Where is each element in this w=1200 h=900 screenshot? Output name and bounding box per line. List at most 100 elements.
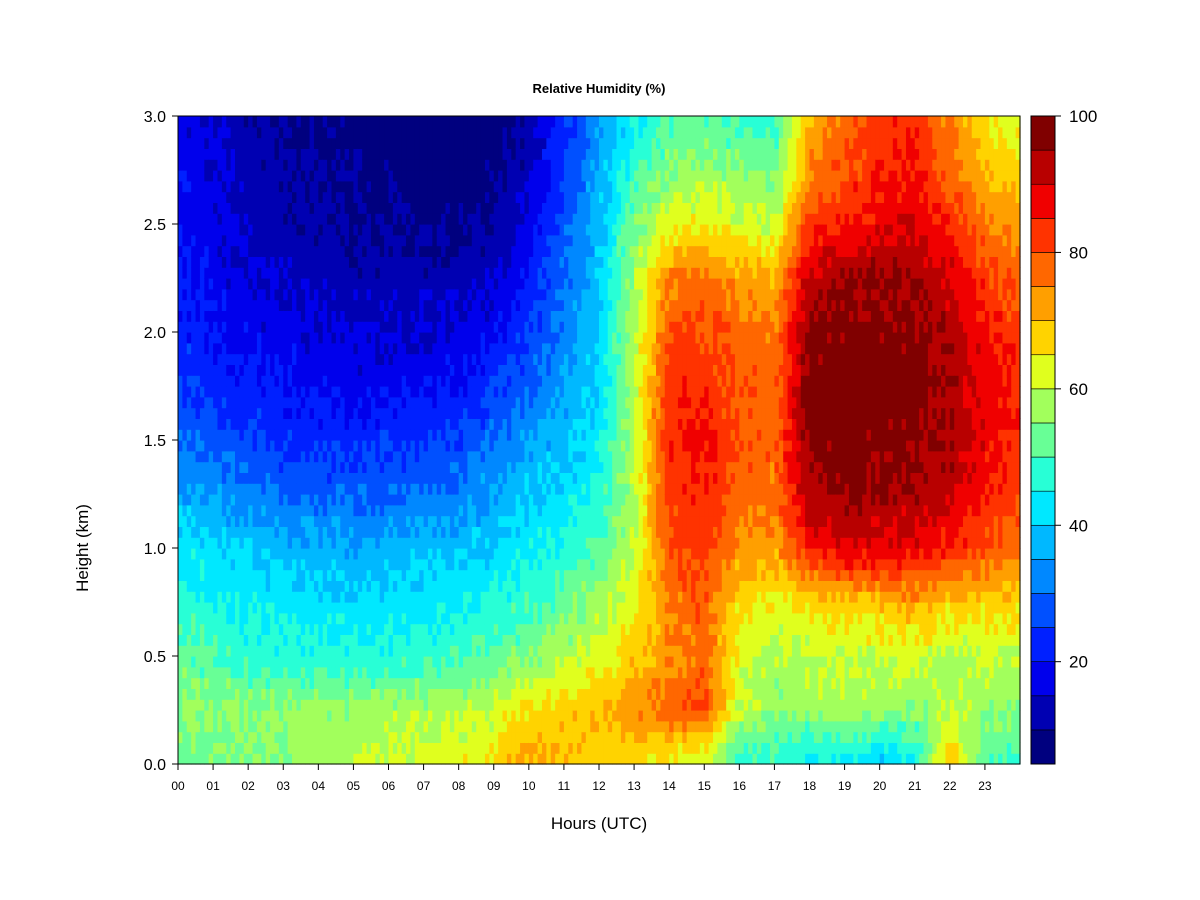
heatmap-cell (344, 396, 350, 409)
heatmap-cell (498, 353, 504, 365)
heatmap-cell (489, 526, 495, 538)
heatmap-cell (270, 288, 276, 301)
heatmap-cell (401, 504, 407, 517)
heatmap-cell (305, 116, 311, 128)
heatmap-cell (296, 591, 302, 603)
heatmap-cell (366, 342, 372, 355)
heatmap-cell (410, 623, 416, 635)
heatmap-cell (235, 234, 240, 247)
heatmap-cell (419, 591, 425, 603)
heatmap-cell (292, 666, 298, 679)
heatmap-cell (331, 580, 337, 592)
heatmap-cell (265, 310, 271, 322)
heatmap-cell (221, 418, 227, 430)
heatmap-cell (349, 191, 355, 203)
heatmap-cell (410, 548, 416, 560)
heatmap-cell (502, 494, 508, 506)
heatmap-cell (331, 245, 337, 257)
heatmap-cell (370, 375, 376, 387)
heatmap-cell (414, 504, 420, 517)
heatmap-cell (397, 267, 403, 279)
heatmap-cell (278, 450, 284, 463)
heatmap-cell (493, 126, 499, 139)
heatmap-cell (441, 504, 447, 517)
heatmap-cell (528, 612, 534, 625)
heatmap-cell (520, 666, 526, 679)
heatmap-cell (379, 710, 385, 722)
heatmap-cell (182, 699, 188, 711)
heatmap-cell (458, 126, 464, 139)
heatmap-cell (463, 332, 469, 344)
heatmap-cell (261, 450, 267, 463)
heatmap-cell (340, 645, 346, 657)
heatmap-cell (230, 688, 236, 700)
heatmap-cell (445, 699, 451, 711)
heatmap-cell (235, 504, 240, 517)
heatmap-cell (370, 634, 376, 646)
heatmap-cell (204, 170, 210, 182)
heatmap-cell (506, 537, 512, 549)
heatmap-cell (305, 623, 311, 635)
heatmap-cell (524, 126, 530, 139)
heatmap-cell (357, 710, 363, 722)
heatmap-cell (506, 731, 512, 743)
heatmap-cell (511, 148, 517, 160)
heatmap-cell (243, 742, 249, 754)
heatmap-cell (502, 591, 508, 603)
heatmap-cell (331, 753, 337, 765)
heatmap-cell (309, 666, 315, 679)
heatmap-cell (235, 137, 240, 149)
heatmap-cell (309, 245, 315, 257)
heatmap-cell (520, 267, 526, 279)
heatmap-cell (235, 634, 240, 646)
heatmap-cell (524, 753, 530, 765)
heatmap-cell (480, 213, 486, 225)
heatmap-cell (489, 386, 495, 398)
heatmap-cell (528, 688, 534, 700)
heatmap-cell (270, 278, 276, 290)
heatmap-cell (520, 180, 526, 193)
heatmap-cell (511, 245, 517, 257)
heatmap-cell (511, 202, 517, 214)
heatmap-cell (375, 429, 381, 441)
heatmap-cell (423, 634, 429, 646)
heatmap-cell (427, 591, 433, 603)
heatmap-cell (313, 504, 319, 517)
heatmap-cell (235, 170, 240, 182)
heatmap-cell (331, 483, 337, 495)
heatmap-cell (379, 429, 385, 441)
heatmap-cell (375, 450, 381, 463)
heatmap-cell (467, 364, 473, 376)
heatmap-cell (213, 116, 219, 128)
heatmap-cell (239, 450, 245, 463)
heatmap-cell (498, 710, 504, 722)
heatmap-cell (191, 170, 197, 182)
heatmap-cell (502, 699, 508, 711)
heatmap-cell (401, 558, 407, 571)
heatmap-cell (305, 569, 311, 581)
heatmap-cell (217, 645, 223, 657)
heatmap-cell (375, 645, 381, 657)
heatmap-cell (278, 526, 284, 538)
heatmap-cell (388, 656, 394, 668)
heatmap-cell (217, 677, 223, 689)
heatmap-cell (221, 720, 227, 733)
heatmap-cell (327, 202, 333, 214)
heatmap-cell (370, 720, 376, 733)
heatmap-cell (515, 656, 521, 668)
heatmap-cell (533, 677, 539, 689)
heatmap-cell (511, 180, 517, 193)
heatmap-cell (449, 515, 455, 527)
heatmap-cell (261, 116, 267, 128)
heatmap-cell (410, 288, 416, 301)
heatmap-cell (384, 634, 390, 646)
heatmap-cell (445, 407, 451, 419)
heatmap-cell (484, 418, 490, 430)
heatmap-cell (230, 256, 236, 268)
heatmap-cell (292, 310, 298, 322)
heatmap-cell (270, 666, 276, 679)
heatmap-cell (401, 256, 407, 268)
heatmap-cell (484, 375, 490, 387)
heatmap-cell (243, 407, 249, 419)
heatmap-cell (449, 645, 455, 657)
